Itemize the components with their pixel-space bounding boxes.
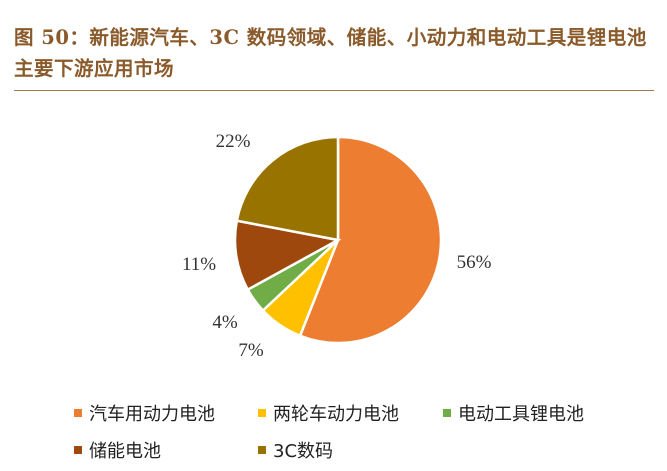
- legend-label-0: 汽车用动力电池: [89, 404, 215, 425]
- pie-data-label-4: 22%: [216, 131, 251, 152]
- legend-swatch-2: [443, 409, 451, 417]
- pie-slice-4: [235, 135, 340, 242]
- pie-slice-3: [233, 219, 342, 292]
- legend-item-4: 3C数码: [258, 437, 333, 463]
- legend-label-4: 3C数码: [273, 441, 334, 462]
- pie-chart: 56% 7%4% 11% 22%: [182, 131, 492, 361]
- legend-label-1: 两轮车动力电池: [273, 404, 399, 425]
- legend-item-0: 汽车用动力电池: [74, 400, 215, 426]
- legend-label-3: 储能电池: [89, 441, 161, 462]
- legend-swatch-0: [74, 409, 82, 417]
- legend-label-2: 电动工具锂电池: [458, 404, 584, 425]
- pie-data-label-0: 56%: [457, 252, 492, 273]
- legend-item-1: 两轮车动力电池: [258, 400, 399, 426]
- figure-title: 图 50：新能源汽车、3C 数码领域、储能、小动力和电动工具是锂电池主要下游应用…: [14, 26, 647, 80]
- legend-item-2: 电动工具锂电池: [443, 400, 584, 426]
- legend-swatch-4: [258, 446, 266, 454]
- legend-swatch-3: [74, 446, 82, 454]
- pie-labels: 56% 7%4% 11% 22%: [182, 131, 492, 361]
- pie-slices: [233, 135, 443, 345]
- pie-data-label-1: 7%: [238, 340, 264, 361]
- legend-swatch-1: [258, 409, 266, 417]
- legend-item-3: 储能电池: [74, 437, 161, 463]
- pie-slice-0: [298, 135, 443, 345]
- pie-data-label-3: 11%: [182, 254, 216, 275]
- title-divider: [14, 90, 654, 91]
- pie-data-label-2: 4%: [212, 312, 238, 333]
